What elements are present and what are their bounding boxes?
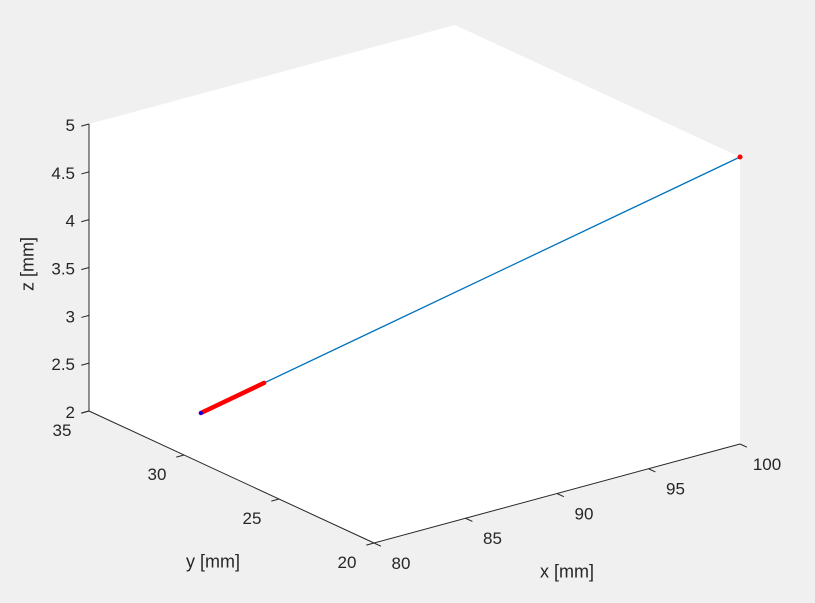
x-tick-label: 80 [392, 554, 411, 573]
axes-pane [89, 25, 740, 543]
z-tick-label: 4 [66, 212, 75, 231]
z-tick-label: 3 [66, 307, 75, 326]
x-axis-label: x [mm] [540, 561, 594, 582]
trajectory-line [200, 156, 741, 414]
z-tick-mark [81, 314, 90, 318]
z-axis-label: z [mm] [17, 237, 38, 291]
z-tick-label: 2.5 [51, 355, 75, 374]
z-tick-mark [81, 410, 90, 414]
y-axis-label: y [mm] [186, 551, 240, 572]
y-tick-label: 30 [148, 465, 167, 484]
y-tick-label: 20 [338, 553, 357, 572]
z-tick-mark [81, 267, 90, 271]
y-tick-label: 25 [243, 509, 262, 528]
y-tick-mark [271, 498, 280, 502]
z-tick-mark [81, 219, 90, 223]
y-tick-label: 35 [53, 421, 72, 440]
z-tick-mark [81, 123, 90, 127]
x-tick-label: 95 [666, 480, 685, 499]
x-tick-mark [556, 493, 565, 498]
x-tick-mark [648, 468, 656, 473]
z-tick-label: 5 [66, 116, 75, 135]
z-tick-mark [81, 362, 90, 366]
z-tick-label: 2 [66, 403, 75, 422]
z-tick-label: 4.5 [51, 164, 75, 183]
x-tick-label: 85 [483, 529, 502, 548]
x-tick-label: 100 [753, 455, 781, 474]
z-tick-mark [81, 171, 90, 175]
x-tick-mark [465, 517, 473, 522]
y-axis-line [88, 410, 375, 544]
start-marker [198, 410, 203, 415]
y-tick-mark [176, 454, 185, 458]
highlight-segment [198, 380, 267, 416]
x-tick-label: 90 [575, 504, 594, 523]
end-marker [737, 154, 743, 160]
y-tick-mark [366, 542, 375, 546]
x-tick-mark [739, 443, 748, 448]
z-tick-label: 3.5 [51, 259, 75, 278]
x-tick-mark [373, 542, 382, 547]
